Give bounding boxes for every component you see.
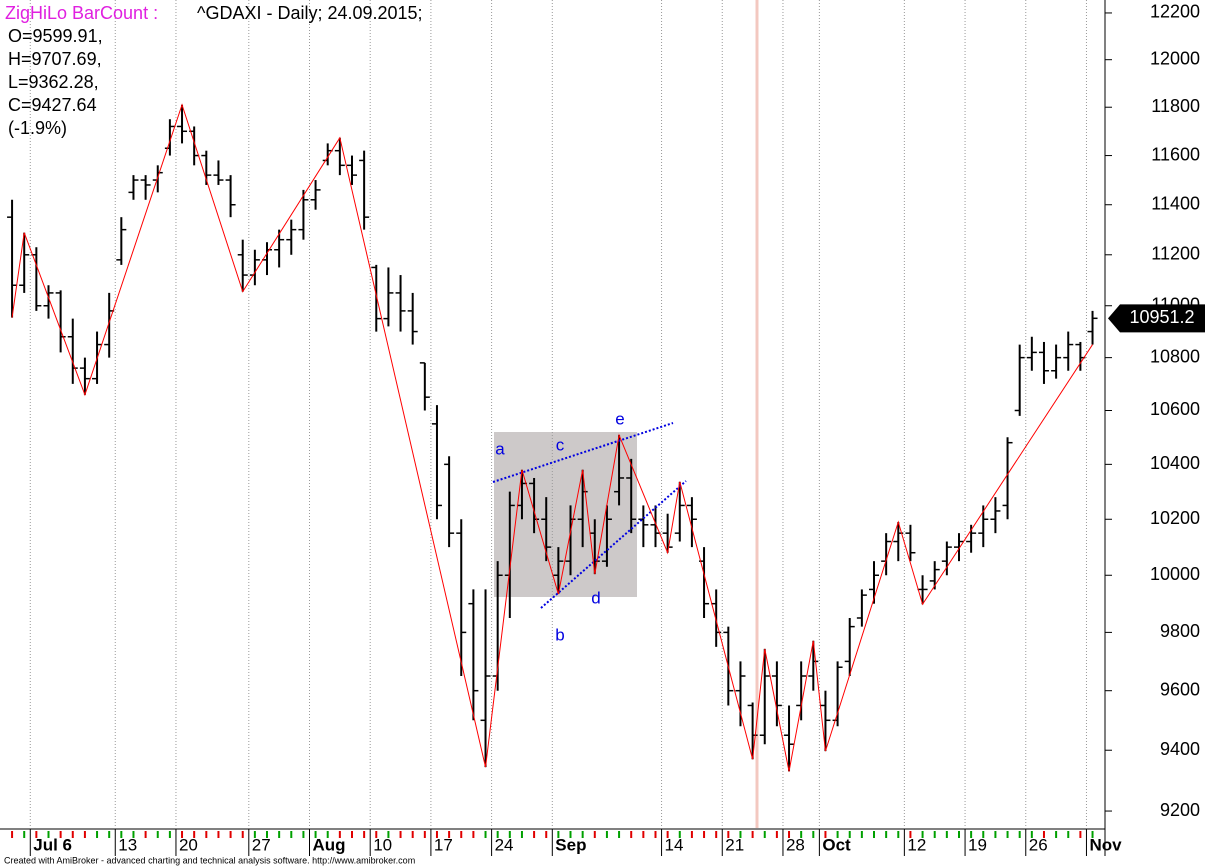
zigzag-line — [11, 103, 1093, 772]
x-tick-label: 27 — [252, 835, 271, 854]
y-tick-label: 9200 — [1160, 800, 1200, 820]
y-tick-label: 11600 — [1151, 144, 1200, 164]
y-tick-label: 9800 — [1160, 621, 1200, 641]
y-tick-label: 10000 — [1150, 564, 1200, 584]
chart-subtitle: ^GDAXI - Daily; 24.09.2015; — [197, 3, 423, 23]
x-tick-label: Jul 6 — [33, 835, 72, 854]
y-tick-label: 9600 — [1160, 679, 1200, 699]
y-tick-label: 9400 — [1160, 739, 1200, 759]
info-line: (-1.9%) — [8, 118, 67, 138]
x-tick-label: 26 — [1029, 835, 1048, 854]
x-tick-label: Sep — [555, 835, 586, 854]
y-tick-label: 10800 — [1150, 346, 1200, 366]
x-tick-label: 14 — [665, 835, 684, 854]
annotation: b — [555, 625, 564, 644]
y-tick-label: 10600 — [1150, 399, 1200, 419]
annotation: e — [615, 409, 624, 428]
x-tick-label: 10 — [373, 835, 392, 854]
y-tick-label: 10400 — [1150, 453, 1200, 473]
x-tick-label: Nov — [1089, 835, 1122, 854]
annotation: a — [495, 439, 505, 458]
x-tick-label: 17 — [434, 835, 453, 854]
pattern-box — [494, 432, 637, 597]
trend-line-lower — [540, 480, 687, 609]
trend-line-upper — [492, 422, 674, 483]
x-tick-label: 20 — [179, 835, 198, 854]
bars — [7, 104, 1098, 772]
y-tick-label: 10200 — [1150, 508, 1200, 528]
x-tick-label: 12 — [907, 835, 926, 854]
x-tick-label: 13 — [118, 835, 137, 854]
y-tick-label: 12000 — [1150, 48, 1200, 68]
annotation: c — [556, 435, 565, 454]
y-tick-label: 11200 — [1151, 244, 1200, 264]
grid — [11, 0, 1094, 856]
y-tick-label: 11400 — [1151, 193, 1200, 213]
info-line: L=9362.28, — [8, 72, 99, 92]
x-tick-label: 19 — [968, 835, 987, 854]
annotation: d — [591, 588, 600, 607]
x-tick-label: 24 — [495, 835, 514, 854]
y-tick-label: 11800 — [1151, 96, 1200, 116]
info-line: H=9707.69, — [8, 49, 102, 69]
chart-title: ZigHiLo BarCount : — [5, 3, 158, 23]
y-tick-label: 12200 — [1150, 2, 1200, 22]
info-line: C=9427.64 — [8, 95, 97, 115]
last-price-label: 10951.2 — [1129, 307, 1194, 327]
last-price-marker — [1108, 304, 1205, 333]
x-tick-label: 21 — [725, 835, 744, 854]
x-tick-label: Aug — [313, 835, 346, 854]
info-line: O=9599.91, — [8, 26, 103, 46]
x-tick-label: 28 — [786, 835, 805, 854]
footer: Created with AmiBroker - advanced charti… — [4, 855, 415, 865]
x-tick-label: Oct — [822, 835, 851, 854]
